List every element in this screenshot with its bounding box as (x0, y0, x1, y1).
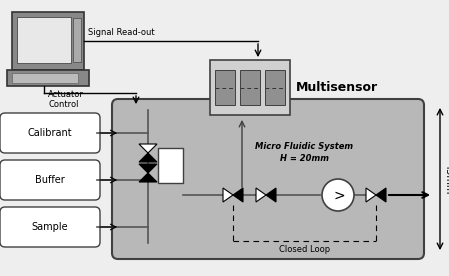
FancyBboxPatch shape (0, 113, 100, 153)
Polygon shape (139, 153, 157, 162)
Text: 45mm: 45mm (444, 163, 449, 195)
FancyBboxPatch shape (210, 60, 290, 115)
Polygon shape (139, 144, 157, 153)
FancyBboxPatch shape (7, 70, 89, 86)
Text: Micro Fluidic System: Micro Fluidic System (255, 142, 353, 151)
Text: Sample: Sample (32, 222, 68, 232)
Polygon shape (139, 164, 157, 173)
Text: Signal Read-out: Signal Read-out (88, 28, 154, 37)
Polygon shape (223, 188, 233, 202)
Polygon shape (366, 188, 376, 202)
FancyBboxPatch shape (215, 70, 235, 105)
FancyBboxPatch shape (17, 17, 71, 63)
Text: H = 20mm: H = 20mm (279, 154, 329, 163)
Polygon shape (376, 188, 386, 202)
FancyBboxPatch shape (0, 207, 100, 247)
Text: >: > (333, 189, 345, 203)
FancyBboxPatch shape (12, 73, 78, 83)
FancyBboxPatch shape (73, 18, 81, 62)
Polygon shape (233, 188, 243, 202)
Text: Closed Loop: Closed Loop (279, 245, 330, 254)
Text: Multisensor: Multisensor (296, 81, 378, 94)
Text: Buffer: Buffer (35, 175, 65, 185)
Polygon shape (266, 188, 276, 202)
Text: Calibrant: Calibrant (28, 128, 72, 138)
FancyBboxPatch shape (158, 148, 183, 183)
Polygon shape (256, 188, 266, 202)
FancyBboxPatch shape (112, 99, 424, 259)
FancyBboxPatch shape (0, 160, 100, 200)
Text: Actuator
Control: Actuator Control (48, 90, 84, 109)
FancyBboxPatch shape (240, 70, 260, 105)
Polygon shape (139, 173, 157, 182)
Circle shape (322, 179, 354, 211)
FancyBboxPatch shape (12, 12, 84, 70)
FancyBboxPatch shape (265, 70, 285, 105)
